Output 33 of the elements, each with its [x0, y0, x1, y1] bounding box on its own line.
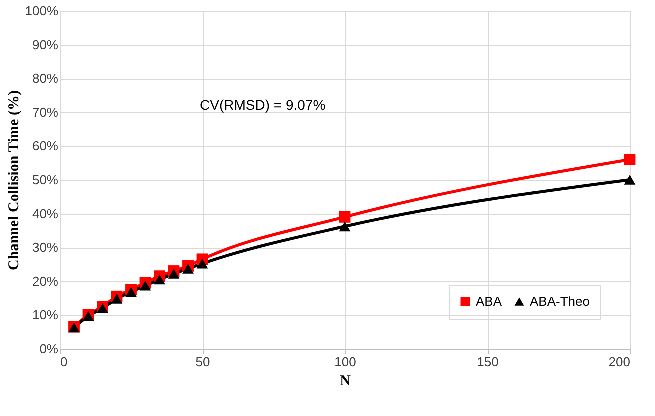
y-tick-label: 80%: [32, 71, 59, 86]
y-tick-label: 50%: [32, 172, 59, 188]
x-tick-label: 150: [477, 354, 499, 370]
point: [624, 154, 636, 166]
point: [97, 304, 108, 314]
point: [126, 287, 137, 298]
legend-label: ABA-Theo: [530, 294, 590, 309]
x-tick-label: 0: [60, 354, 68, 370]
point: [339, 211, 351, 223]
y-tick-label: 0%: [40, 342, 59, 356]
point: [624, 175, 636, 185]
y-axis-title: Channel Collision Time (%): [6, 90, 22, 270]
y-tick-label: 20%: [32, 274, 59, 289]
legend-label: ABA: [476, 294, 502, 309]
annotation: CV(RMSD) = 9.07%: [200, 97, 326, 113]
point: [154, 274, 166, 285]
point: [196, 258, 208, 269]
y-tick-label: 90%: [32, 37, 59, 52]
y-tick-label: 10%: [32, 308, 59, 323]
x-tick-label: 200: [608, 354, 630, 370]
point: [168, 269, 180, 279]
x-axis-title: N: [340, 374, 352, 390]
y-tick-label: 30%: [32, 240, 59, 256]
x-tick-label: 100: [334, 354, 356, 370]
point: [140, 280, 152, 291]
y-tick-label: 60%: [32, 138, 59, 154]
point: [111, 294, 123, 304]
y-tick-label: 70%: [32, 104, 59, 120]
x-tick-label: 50: [196, 354, 210, 370]
y-tick-label: 40%: [32, 206, 59, 222]
y-tick-label: 100%: [25, 4, 59, 18]
point: [339, 222, 351, 232]
point: [182, 264, 194, 274]
